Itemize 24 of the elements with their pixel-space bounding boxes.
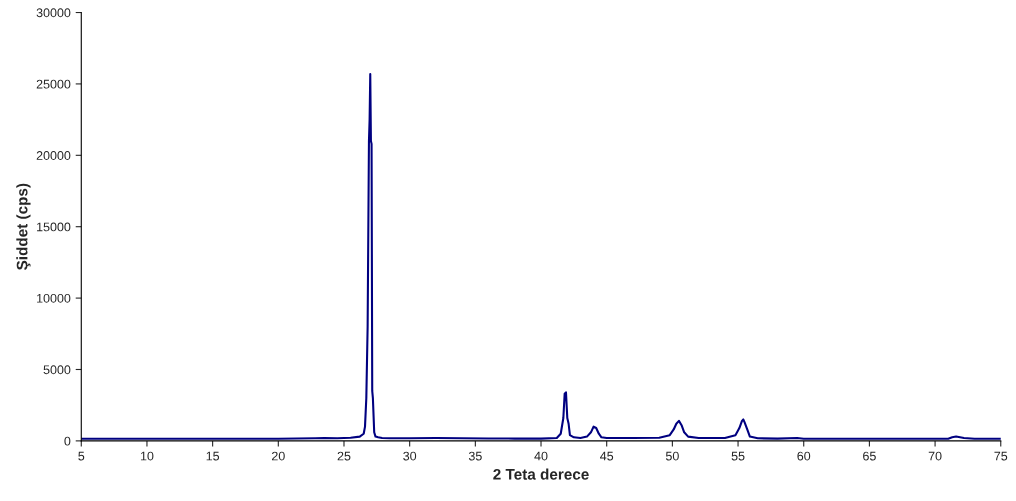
x-tick-label: 30: [403, 451, 417, 461]
x-axis-title: 2 Teta derece: [493, 468, 589, 480]
x-tick-label: 50: [665, 451, 679, 461]
x-tick-label: 15: [206, 451, 220, 461]
x-tick-label: 35: [468, 451, 482, 461]
x-tick-label: 45: [600, 451, 614, 461]
y-tick-label: 10000: [37, 293, 71, 303]
y-tick-label: 0: [64, 436, 71, 446]
x-tick-label: 70: [928, 451, 942, 461]
x-tick-label: 10: [140, 451, 154, 461]
y-tick-label: 25000: [36, 79, 71, 89]
y-tick-label: 30000: [36, 8, 71, 18]
x-tick-label: 65: [863, 451, 876, 461]
y-axis-title: Şiddet (cps): [16, 183, 31, 270]
x-tick-label: 40: [534, 451, 548, 461]
x-tick-label: 20: [271, 451, 285, 461]
x-tick-label: 75: [994, 451, 1008, 461]
y-tick-label: 20000: [36, 151, 71, 160]
x-tick-label: 25: [337, 451, 351, 461]
x-tick-label: 60: [797, 451, 811, 461]
x-tick-label: 5: [78, 451, 85, 461]
y-tick-label: 15000: [37, 222, 71, 232]
y-tick-label: 5000: [43, 365, 71, 375]
x-tick-label: 55: [731, 451, 745, 461]
